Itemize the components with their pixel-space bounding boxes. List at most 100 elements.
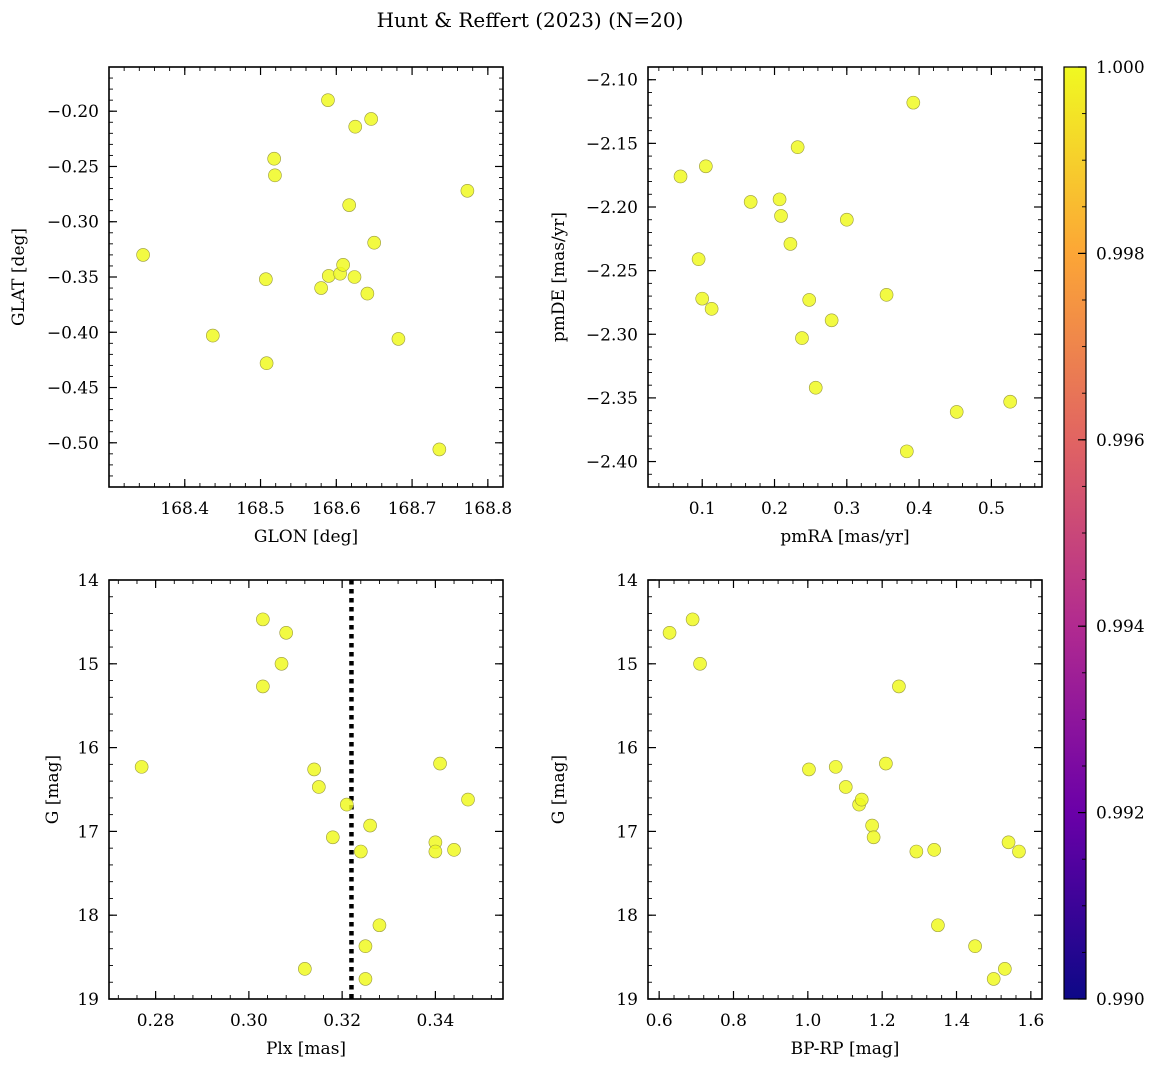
scatter-point [461,792,475,807]
colorbar-tick-label: 0.998 [1096,244,1145,264]
scatter-point [134,760,149,774]
x-tick-label: 168.8 [464,499,513,519]
y-tick-label: −0.40 [47,323,99,343]
scatter-point [259,272,273,287]
y-axis-label: GLAT [deg] [9,228,29,326]
y-tick-label: 18 [616,906,638,926]
x-tick-label: 1.4 [943,1011,970,1031]
scatter-point [358,939,373,954]
x-tick-label: 0.4 [906,499,933,519]
scatter-point [909,844,924,859]
scatter-point [892,679,906,694]
scatter-point [348,119,363,134]
scatter-point [364,112,378,126]
scatter-point [274,656,289,671]
y-tick-label: 14 [77,571,99,591]
scatter-panel-pmra-pmde: 0.1 0.2 0.3 0.4 0.5 −2.40 −2.35 −2.30 −2.25 −2.20… [549,66,1043,547]
y-axis-label: G [mag] [43,755,63,824]
scatter-point [279,625,293,640]
scatter-point [336,258,350,272]
scatter-point [931,918,945,933]
x-tick-label: 0.6 [646,1011,673,1031]
scatter-point [391,332,406,346]
y-tick-label: 14 [616,571,638,591]
scatter-point [298,962,312,976]
scatter-point [307,762,321,777]
scatter-point [256,612,270,627]
scatter-point [704,302,719,316]
scatter-point [321,93,335,107]
scatter-point [460,183,475,198]
scatter-point [662,625,677,640]
scatter-panel-glon-glat: 168.4 168.5 168.6 168.7 168.8 −0.50 −0.45 −0.40… [9,66,513,547]
scatter-point [772,192,787,207]
scatter-point [774,209,788,223]
scatter-point [790,140,805,154]
x-tick-label: 168.7 [388,499,437,519]
scatter-point [699,159,713,174]
scatter-point [828,760,843,774]
x-tick-label: 168.5 [236,499,285,519]
y-tick-label: −2.25 [586,262,638,282]
scatter-point [854,792,869,807]
scatter-point [693,656,707,671]
colorbar-tick-label: 0.992 [1096,804,1145,824]
y-tick-label: 16 [616,739,638,759]
scatter-point [879,288,894,302]
scatter-point [372,918,387,933]
scatter-point [968,939,982,954]
scatter-point [256,679,270,694]
y-tick-label: 18 [77,906,99,926]
y-tick-label: −2.15 [586,134,638,154]
scatter-point [353,844,368,859]
y-tick-label: 19 [77,990,99,1010]
scatter-point [949,405,964,419]
scatter-point [432,442,447,457]
plot-frame [647,66,1043,488]
y-tick-label: 15 [77,655,99,675]
scatter-point [433,756,447,771]
scatter-point [339,797,354,812]
scatter-point [840,212,854,227]
x-axis-label: GLON [deg] [254,527,358,547]
scatter-point [326,830,340,845]
y-tick-label: 17 [77,822,99,842]
x-tick-label: 0.1 [689,499,716,519]
y-tick-label: −0.50 [47,434,99,454]
y-tick-label: −2.10 [586,71,638,91]
y-tick-label: −0.30 [47,213,99,233]
colorbar-tick-label: 0.990 [1096,990,1145,1010]
scatter-point [1001,835,1016,850]
y-tick-label: −0.45 [47,379,99,399]
x-tick-label: 168.4 [160,499,209,519]
x-tick-label: 1.2 [869,1011,896,1031]
scatter-point [865,818,879,833]
scatter-point [743,195,758,209]
scatter-point [906,95,921,110]
y-tick-label: −2.40 [586,453,638,473]
plot-frame [647,579,1043,1000]
x-axis-label: BP-RP [mag] [791,1039,900,1059]
y-tick-label: −0.35 [47,268,99,288]
scatter-point [268,168,282,183]
scatter-point [1012,844,1026,859]
colorbar-tick-label: 0.996 [1096,431,1145,451]
y-tick-label: −0.25 [47,157,99,177]
scatter-point [312,780,326,794]
x-tick-label: 0.2 [761,499,788,519]
scatter-point [998,962,1012,976]
x-tick-label: 1.6 [1017,1011,1044,1031]
scatter-point [347,270,362,284]
scatter-point [900,444,914,459]
scatter-point [802,293,817,307]
y-tick-label: 16 [77,739,99,759]
scatter-point [986,972,1001,986]
y-tick-label: −2.20 [586,198,638,218]
scatter-point [363,818,377,833]
x-tick-label: 0.5 [978,499,1005,519]
plot-frame [108,66,504,488]
scatter-point [691,252,706,266]
x-axis-label: pmRA [mas/yr] [780,527,909,547]
scatter-point [259,356,274,371]
scatter-point [447,843,461,857]
